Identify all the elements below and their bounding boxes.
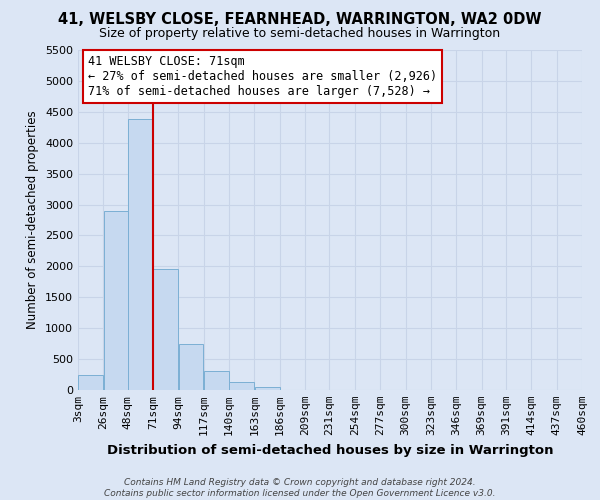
Text: 41, WELSBY CLOSE, FEARNHEAD, WARRINGTON, WA2 0DW: 41, WELSBY CLOSE, FEARNHEAD, WARRINGTON,…	[58, 12, 542, 28]
Bar	[153, 269, 178, 390]
Bar	[179, 344, 203, 390]
Bar	[229, 382, 254, 390]
X-axis label: Distribution of semi-detached houses by size in Warrington: Distribution of semi-detached houses by …	[107, 444, 553, 456]
Bar	[204, 372, 229, 390]
Text: 41 WELSBY CLOSE: 71sqm
← 27% of semi-detached houses are smaller (2,926)
71% of : 41 WELSBY CLOSE: 71sqm ← 27% of semi-det…	[88, 55, 437, 98]
Bar	[255, 386, 280, 390]
Text: Size of property relative to semi-detached houses in Warrington: Size of property relative to semi-detach…	[100, 28, 500, 40]
Y-axis label: Number of semi-detached properties: Number of semi-detached properties	[26, 110, 40, 330]
Bar	[128, 119, 153, 390]
Bar	[104, 210, 128, 390]
Bar	[78, 375, 103, 390]
Text: Contains HM Land Registry data © Crown copyright and database right 2024.
Contai: Contains HM Land Registry data © Crown c…	[104, 478, 496, 498]
